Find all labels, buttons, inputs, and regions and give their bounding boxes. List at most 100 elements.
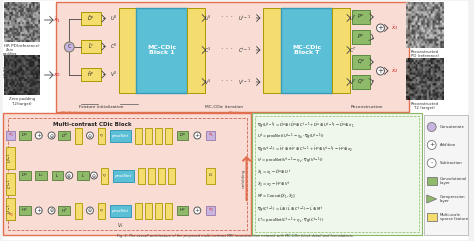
Text: $\hat{D}^u$: $\hat{D}^u$ (61, 132, 68, 140)
Bar (109, 205, 131, 217)
Bar (81, 12, 101, 25)
Bar (165, 128, 172, 144)
Bar (168, 168, 174, 184)
Bar (58, 206, 70, 215)
Text: T2 (target): T2 (target) (414, 106, 435, 110)
Bar (148, 168, 155, 184)
Text: HR PD(reference): HR PD(reference) (4, 44, 40, 48)
Bar (98, 203, 105, 219)
Text: $C^{t-1}$: $C^{t-1}$ (238, 45, 251, 55)
Text: $\tilde{x}_2$: $\tilde{x}_2$ (208, 207, 214, 214)
Text: $\oplus$: $\oplus$ (66, 172, 72, 180)
Bar (109, 130, 131, 142)
Bar (6, 211, 15, 220)
Bar (113, 170, 134, 182)
Bar (19, 206, 31, 215)
Text: $\tilde{x}_1$: $\tilde{x}_1$ (53, 15, 62, 25)
Text: -: - (430, 161, 433, 166)
Text: · · ·: · · · (221, 13, 233, 22)
Bar (206, 168, 215, 184)
Text: Fig. 2. The overall architecture of the proposed multi-contrast MRI reconstructi: Fig. 2. The overall architecture of the … (118, 234, 354, 238)
Text: $\hat{D}^u$: $\hat{D}^u$ (87, 14, 95, 23)
Circle shape (194, 132, 201, 139)
Text: Multi-scale
sparse feature: Multi-scale sparse feature (439, 213, 468, 221)
Text: $\ominus$: $\ominus$ (91, 172, 97, 180)
Text: Multi-contrast CDic Block: Multi-contrast CDic Block (53, 121, 131, 127)
Text: +: + (378, 25, 383, 31)
Text: $\hat{H}^v$: $\hat{H}^v$ (61, 207, 68, 214)
Text: unfolding: unfolding (242, 168, 246, 188)
Bar (101, 168, 108, 184)
Text: $\eta$: $\eta$ (99, 132, 103, 139)
Text: $V^t = \mathrm{proxNet}(V^{t-1} - \eta_v \cdot \nabla g(V^{t-1}))$: $V^t = \mathrm{proxNet}(V^{t-1} - \eta_v… (257, 156, 325, 166)
Text: $x_2$: $x_2$ (8, 212, 14, 219)
Bar (81, 40, 101, 53)
Text: $V^{t-1}$: $V^{t-1}$ (238, 77, 251, 87)
Text: +: + (36, 208, 41, 213)
Bar (281, 8, 332, 93)
Bar (253, 113, 422, 235)
Text: PD (reference): PD (reference) (411, 54, 439, 58)
Text: $D^u$: $D^u$ (21, 172, 28, 179)
Bar (352, 10, 370, 24)
Text: $P^u$: $P^u$ (357, 13, 365, 21)
Bar (56, 2, 409, 112)
Text: C: C (68, 45, 71, 49)
Text: +: + (195, 208, 200, 213)
Text: $\ominus$: $\ominus$ (49, 132, 55, 140)
Text: $U^{t-1}$: $U^{t-1}$ (6, 153, 15, 163)
Text: Subtraction: Subtraction (439, 161, 462, 165)
Text: Compression
layer: Compression layer (439, 195, 465, 203)
Circle shape (66, 172, 73, 179)
Text: $\hat{L}$: $\hat{L}$ (55, 172, 59, 180)
Bar (6, 131, 15, 140)
Circle shape (35, 207, 42, 214)
Bar (138, 168, 145, 184)
Bar (332, 8, 350, 93)
Bar (58, 131, 70, 140)
Text: $\tilde{X}_2 = x_2 - \hat{H}^v \otimes V^t$: $\tilde{X}_2 = x_2 - \hat{H}^v \otimes V… (257, 181, 291, 189)
Text: $\ominus$: $\ominus$ (87, 132, 93, 140)
Circle shape (376, 67, 384, 75)
Bar (206, 206, 215, 215)
Text: MC-CDic
Block T: MC-CDic Block T (292, 45, 321, 55)
Bar (77, 171, 89, 180)
Text: Zero
padding: Zero padding (3, 48, 18, 56)
Text: Concatenate: Concatenate (439, 125, 465, 129)
Text: $V_t$: $V_t$ (117, 221, 124, 230)
Bar (255, 116, 419, 232)
Text: +: + (429, 142, 434, 147)
Bar (352, 55, 370, 69)
Text: $Q^u$: $Q^u$ (357, 58, 365, 66)
Circle shape (64, 42, 74, 52)
Bar (263, 8, 281, 93)
Bar (52, 171, 64, 180)
Text: $V^0$: $V^0$ (110, 70, 118, 79)
Circle shape (427, 122, 436, 132)
Text: · · ·: · · · (221, 78, 233, 87)
Bar (75, 203, 82, 219)
Text: MC-CDic iteration: MC-CDic iteration (205, 105, 243, 109)
Bar (352, 30, 370, 44)
Text: $\ominus$: $\ominus$ (49, 207, 55, 214)
Bar (136, 8, 187, 93)
Text: $U^T$: $U^T$ (349, 13, 357, 23)
Bar (206, 131, 215, 140)
Text: $C^1$: $C^1$ (204, 45, 212, 55)
Text: $\tilde{x}_1$: $\tilde{x}_1$ (208, 132, 214, 139)
Text: · · ·: · · · (221, 46, 233, 54)
Text: $C^t = \mathrm{proxNet}(C^{t-1} + \eta_c \cdot \nabla g(C^{t-1}))$: $C^t = \mathrm{proxNet}(C^{t-1} + \eta_c… (257, 216, 325, 226)
Text: $C_t$: $C_t$ (208, 172, 213, 179)
Text: Reconstructed: Reconstructed (411, 102, 439, 106)
Bar (187, 8, 205, 93)
Bar (19, 131, 31, 140)
Circle shape (91, 172, 97, 179)
Text: $\hat{H}^v$: $\hat{H}^v$ (87, 70, 95, 79)
Bar (145, 203, 152, 219)
Text: $\nabla g(V^{t-1}) = \hat{H}^v \otimes (\hat{H}^v \otimes C^{t-1} + \hat{H}^v \o: $\nabla g(V^{t-1}) = \hat{H}^v \otimes (… (257, 144, 354, 154)
Bar (6, 173, 15, 195)
Text: $U^t = \mathrm{proxNet}(U^{t-1} - \eta_u \cdot \nabla g(U^{t-1}))$: $U^t = \mathrm{proxNet}(U^{t-1} - \eta_u… (257, 132, 325, 142)
Text: $\hat{L}^c$: $\hat{L}^c$ (88, 42, 94, 51)
Circle shape (87, 207, 93, 214)
Text: $V^T$: $V^T$ (349, 77, 357, 87)
